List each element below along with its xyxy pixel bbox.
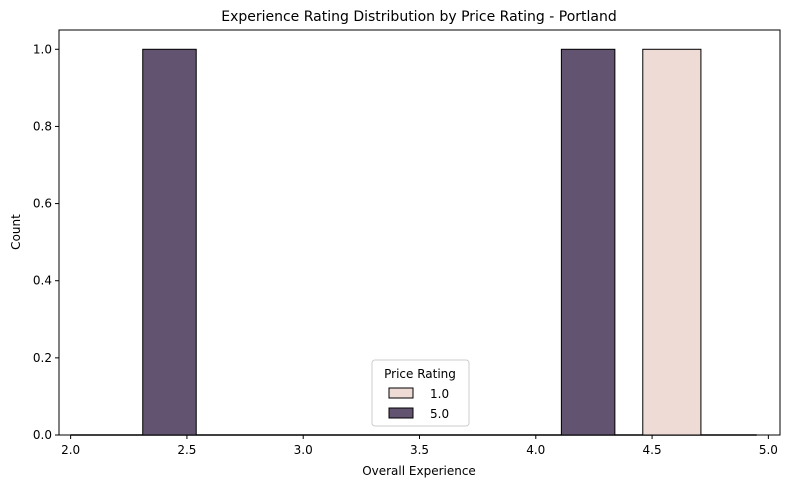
x-axis-label: Overall Experience [362,464,476,478]
x-tick-label: 4.0 [526,443,545,457]
x-tick-label: 2.5 [177,443,196,457]
y-tick-label: 0.6 [33,197,52,211]
legend: Price Rating 1.0 5.0 [371,359,470,427]
x-tick-label: 5.0 [759,443,778,457]
bar-price-1-0-0 [642,48,702,436]
legend-title: Price Rating [384,367,456,381]
legend-swatch-price-5 [388,407,414,419]
x-tick-label: 2.0 [61,443,80,457]
x-tick-label: 3.5 [410,443,429,457]
x-tick-label: 3.0 [294,443,313,457]
y-tick-label: 0.2 [33,351,52,365]
legend-label-price-1: 1.0 [430,387,449,401]
y-axis: 0.0 0.2 0.4 0.6 0.8 1.0 [33,42,59,442]
bar-price-5-0-1 [560,48,616,436]
x-tick-label: 4.5 [643,443,662,457]
legend-label-price-5: 5.0 [430,407,449,421]
legend-swatch-price-1 [388,387,414,399]
x-axis: 2.0 2.5 3.0 3.5 4.0 4.5 5.0 [61,435,778,457]
y-tick-label: 0.8 [33,119,52,133]
y-axis-label: Count [9,214,23,250]
chart-title: Experience Rating Distribution by Price … [221,9,617,25]
y-tick-label: 0.0 [33,428,52,442]
bar-price-5-0-0 [142,48,197,436]
y-tick-label: 1.0 [33,42,52,56]
y-tick-label: 0.4 [33,274,52,288]
